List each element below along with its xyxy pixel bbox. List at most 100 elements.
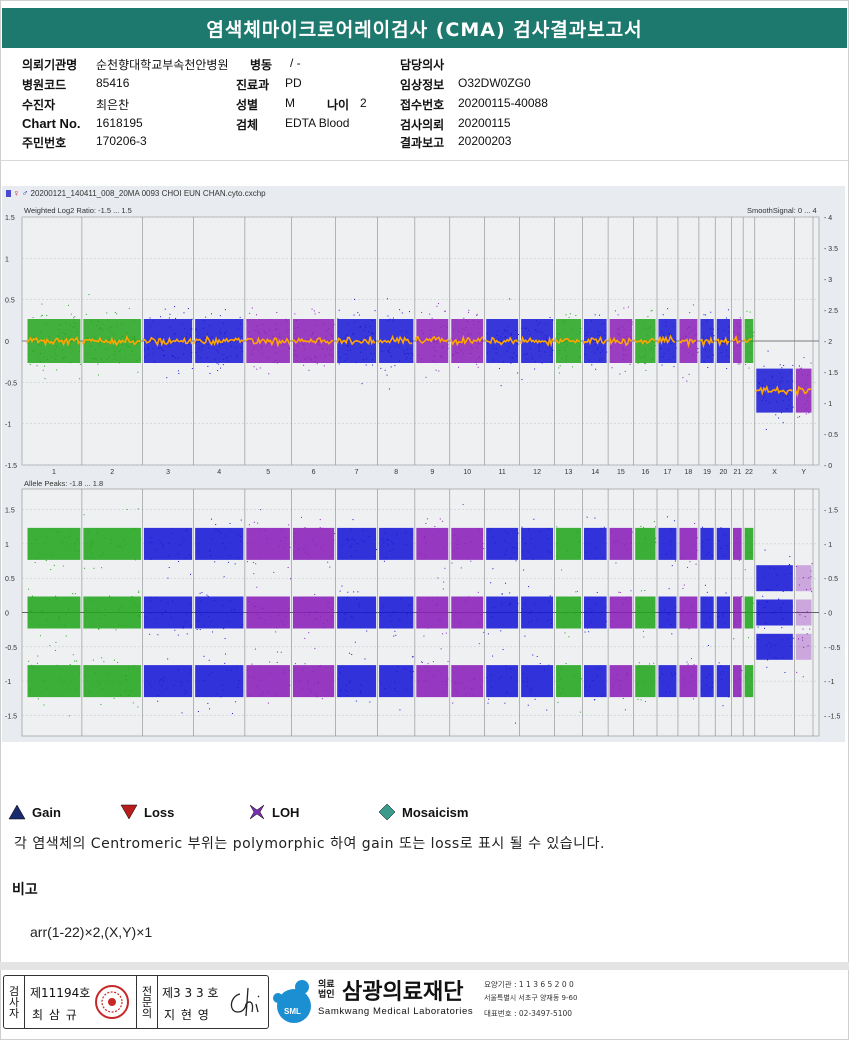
log2-probe-dot — [749, 352, 751, 354]
log2-probe-dot — [688, 332, 690, 334]
log2-probe-dot — [707, 319, 709, 321]
log2-probe-dot — [388, 352, 390, 354]
allele-dot — [696, 549, 698, 551]
allele-dot — [711, 682, 713, 684]
log2-probe-dot — [517, 343, 519, 345]
male-icon[interactable]: ♂ — [21, 188, 29, 198]
chromosome-label: 19 — [703, 469, 711, 476]
allele-dot — [557, 541, 559, 543]
log2-probe-dot — [405, 332, 407, 334]
allele-dot — [71, 532, 73, 534]
allele-dot — [149, 541, 151, 543]
log2-probe-dot — [338, 363, 340, 365]
log2-probe-dot — [548, 346, 550, 348]
allele-dot — [614, 540, 616, 542]
allele-dot — [720, 527, 722, 529]
allele-dot — [776, 658, 778, 660]
allele-dot — [474, 678, 476, 680]
allele-dot — [109, 542, 111, 544]
log2-probe-dot — [643, 362, 645, 364]
allele-dot — [574, 612, 576, 614]
allele-dot — [301, 688, 303, 690]
log2-probe-dot — [395, 345, 397, 347]
allele-dot — [230, 669, 232, 671]
log2-probe-dot — [558, 372, 560, 374]
filter-icon[interactable] — [6, 189, 11, 197]
log2-probe-dot — [722, 337, 724, 339]
log2-probe-dot — [458, 347, 460, 349]
log2-probe-dot — [399, 309, 401, 311]
allele-dot — [741, 596, 743, 598]
allele-dot — [396, 534, 398, 536]
y-tick-label: 1.5 — [5, 215, 15, 222]
allele-dot — [101, 657, 103, 659]
log2-probe-dot — [580, 361, 582, 363]
allele-dot — [137, 706, 139, 708]
allele-dot — [588, 686, 590, 688]
log2-probe-dot — [74, 325, 76, 327]
log2-probe-dot — [611, 367, 613, 369]
allele-dot — [276, 627, 278, 629]
log2-probe-dot — [79, 345, 81, 347]
smooth-signal-line — [755, 385, 793, 396]
chromosome-label: 12 — [533, 469, 541, 476]
log2-probe-dot — [412, 354, 414, 356]
log2-probe-dot — [505, 336, 507, 338]
log2-probe-dot — [803, 357, 805, 359]
log2-probe-dot — [778, 385, 780, 387]
log2-probe-dot — [477, 327, 479, 329]
allele-dot — [190, 671, 192, 673]
log2-probe-dot — [186, 333, 188, 335]
log2-probe-dot — [294, 313, 296, 315]
allele-dot — [510, 557, 512, 559]
log2-probe-dot — [630, 344, 632, 346]
allele-dot — [49, 645, 51, 647]
log2-probe-dot — [564, 347, 566, 349]
log2-probe-dot — [156, 339, 158, 341]
allele-dot — [360, 684, 362, 686]
allele-dot — [740, 620, 742, 622]
log2-probe-dot — [478, 343, 480, 345]
allele-dot — [708, 552, 710, 554]
allele-dot — [744, 599, 746, 601]
allele-dot — [557, 701, 559, 703]
legend-gain-label: Gain — [32, 804, 61, 820]
allele-dot — [361, 540, 363, 542]
allele-peak-band — [556, 596, 581, 629]
mosaicism-icon — [378, 804, 396, 820]
log2-probe-dot — [100, 327, 102, 329]
log2-probe-dot — [172, 355, 174, 357]
log2-probe-dot — [623, 307, 625, 309]
log2-probe-dot — [164, 308, 166, 310]
allele-peak-band — [679, 527, 698, 560]
log2-probe-dot — [507, 330, 509, 332]
log2-probe-dot — [422, 332, 424, 334]
log2-probe-dot — [668, 349, 670, 351]
log2-probe-dot — [44, 365, 46, 367]
log2-probe-dot — [631, 321, 633, 323]
log2-probe-dot — [627, 306, 629, 308]
log2-probe-dot — [501, 341, 503, 343]
allele-dot — [208, 659, 210, 661]
chart-filename-bar: ♀ ♂ 20200121_140411_008_20MA 0093 CHOI E… — [6, 188, 266, 198]
allele-dot — [766, 600, 768, 602]
log2-probe-dot — [617, 333, 619, 335]
log2-probe-dot — [391, 339, 393, 341]
allele-dot — [320, 665, 322, 667]
female-icon[interactable]: ♀ — [13, 188, 20, 198]
log2-probe-dot — [645, 363, 647, 365]
log2-probe-dot — [195, 328, 197, 330]
log2-probe-dot — [461, 327, 463, 329]
smooth-signal-line — [555, 337, 581, 345]
log2-probe-dot — [753, 331, 755, 333]
allele-dot — [439, 518, 441, 520]
log2-probe-dot — [381, 350, 383, 352]
allele-dot — [436, 603, 438, 605]
allele-dot — [506, 549, 508, 551]
allele-dot — [74, 549, 76, 551]
allele-peak-band — [756, 633, 793, 660]
allele-dot — [769, 567, 771, 569]
allele-dot — [588, 631, 590, 633]
